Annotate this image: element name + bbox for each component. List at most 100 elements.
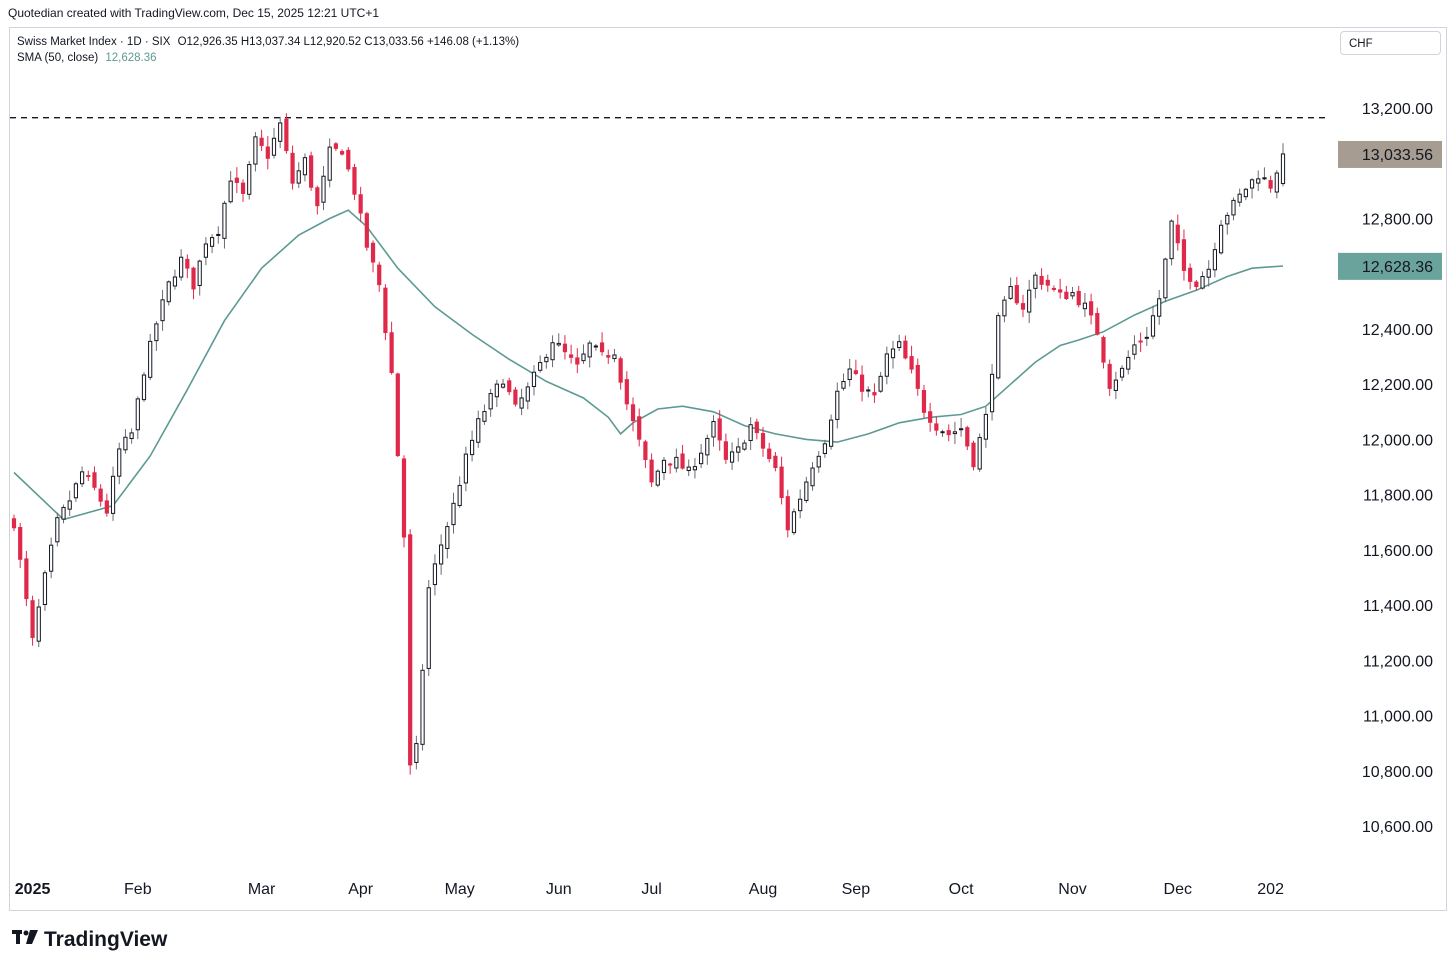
candle-body [878, 375, 883, 392]
candle-body [129, 432, 134, 440]
candle-body [996, 315, 1001, 379]
candle-body [965, 427, 970, 447]
candle [228, 171, 233, 204]
candle-body [1218, 224, 1224, 254]
candle-body [1256, 178, 1261, 184]
candle-body [1243, 188, 1248, 198]
candle-body [135, 398, 140, 431]
candle [785, 489, 790, 538]
candle [1033, 272, 1038, 299]
candle-body [284, 118, 289, 152]
sma-price-tag [1338, 252, 1442, 280]
candle [1157, 289, 1162, 325]
candle [890, 340, 896, 369]
candle [123, 429, 128, 454]
candle [538, 355, 543, 373]
candle [934, 416, 939, 436]
candle [507, 377, 512, 396]
candle [1256, 170, 1261, 192]
candle-body [395, 373, 400, 457]
y-tick-label: 10,800.00 [1362, 764, 1433, 781]
candle [748, 417, 753, 451]
tradingview-brand[interactable]: TradingView [12, 928, 167, 952]
candle-body [79, 471, 85, 485]
x-tick-label: Oct [949, 881, 974, 898]
candle-body [117, 448, 122, 477]
indicator-name[interactable]: SMA (50, close) [17, 52, 99, 64]
candle-body [1002, 299, 1007, 317]
candle-body [1268, 180, 1273, 189]
x-tick-label: 2025 [15, 881, 51, 898]
candle [265, 136, 270, 170]
candle [234, 167, 239, 194]
candle [1200, 271, 1205, 290]
candle-body [556, 342, 561, 346]
candle [185, 254, 190, 279]
candle-body [1274, 172, 1279, 193]
currency-selector[interactable]: CHF [1340, 31, 1441, 55]
candle-body [1101, 337, 1106, 363]
candle [352, 163, 357, 200]
time-axis: 2025 Feb Mar Apr May Jun Jul Aug Sep Oct Nov Dec 202 [15, 881, 1284, 898]
candle [1188, 263, 1193, 290]
candle [754, 418, 759, 440]
sma-price-label: 12,628.36 [1362, 259, 1433, 276]
candle-body [30, 600, 35, 638]
candle [884, 346, 889, 385]
candle-body [339, 151, 345, 155]
candle [1138, 332, 1143, 352]
candle [179, 249, 184, 281]
candle-body [333, 143, 338, 149]
candle [1126, 350, 1131, 375]
indicator-value: 12,628.36 [105, 52, 157, 64]
y-tick-label: 11,200.00 [1363, 653, 1433, 670]
candle-body [259, 137, 264, 146]
candle [1212, 242, 1218, 278]
candle-body [680, 453, 685, 469]
candle [284, 113, 289, 154]
candle [253, 132, 258, 172]
candle [203, 237, 208, 266]
candle-body [668, 463, 673, 466]
candle [773, 452, 778, 472]
candle-body [1070, 292, 1075, 297]
candle [321, 166, 326, 211]
candle-body [358, 194, 363, 214]
candle [148, 333, 153, 381]
candle [1107, 359, 1112, 397]
candle [117, 442, 122, 485]
candle-body [141, 374, 147, 401]
candle [996, 312, 1001, 380]
candle [1268, 175, 1273, 193]
candle-body [36, 606, 41, 642]
candle-body [544, 356, 549, 363]
candle [866, 386, 871, 398]
candle [804, 476, 809, 504]
candle [965, 425, 970, 451]
candle [1243, 187, 1248, 201]
candle-body [24, 558, 29, 600]
candle [327, 138, 332, 188]
candle-body [1163, 258, 1168, 299]
candle [581, 344, 586, 364]
candle [612, 348, 617, 363]
candle [556, 333, 561, 347]
ohlc-values: O12,926.35 H13,037.34 L12,920.52 C13,033… [177, 36, 520, 48]
candle-body [822, 443, 828, 455]
candle [606, 349, 611, 364]
tradingview-logo-icon [12, 929, 38, 952]
candle [655, 469, 660, 488]
candle [315, 185, 320, 215]
candle-body [717, 418, 722, 441]
candle [1150, 305, 1156, 340]
candle [983, 407, 988, 448]
candle-body [271, 137, 277, 156]
candle [1181, 229, 1187, 281]
candle-body [191, 267, 196, 290]
candle-body [525, 386, 530, 402]
candle [643, 439, 648, 468]
candle [408, 529, 413, 775]
y-tick-label: 12,000.00 [1362, 432, 1433, 449]
candle [872, 383, 877, 403]
